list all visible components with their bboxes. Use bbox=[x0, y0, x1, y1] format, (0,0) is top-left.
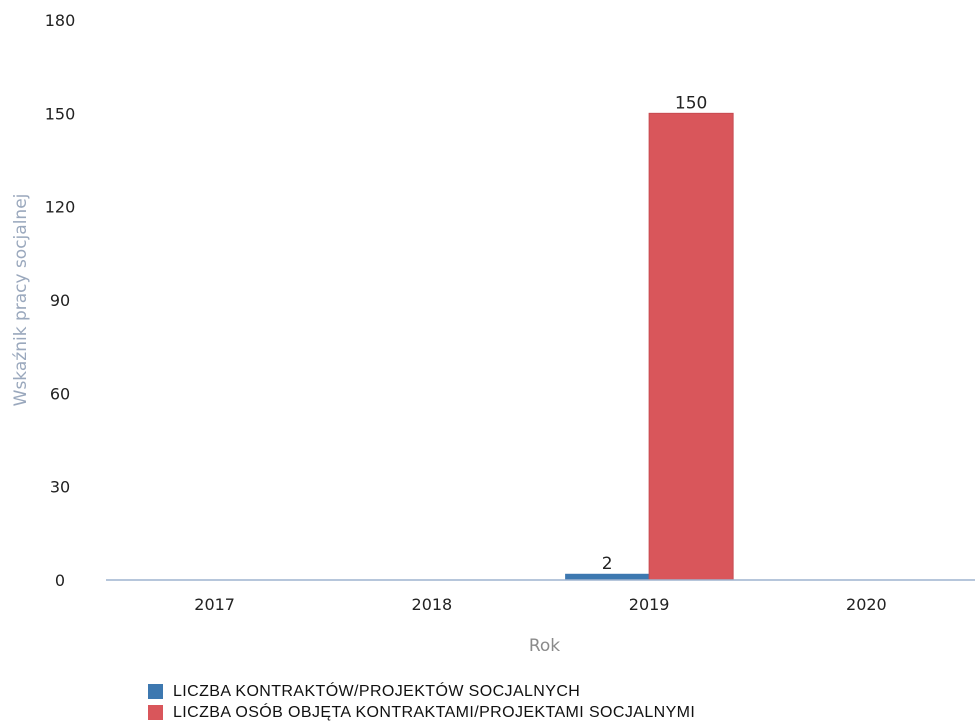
x-tick-label: 2020 bbox=[846, 595, 887, 614]
legend-item-persons: LICZBA OSÓB OBJĘTA KONTRAKTAMI/PROJEKTAM… bbox=[148, 702, 695, 723]
y-tick-label: 180 bbox=[45, 11, 76, 30]
y-axis-ticks: 0 30 60 90 120 150 180 bbox=[45, 11, 76, 590]
legend-swatch-contracts bbox=[148, 684, 163, 699]
y-tick-label: 30 bbox=[50, 478, 70, 497]
bar-chart: 0 30 60 90 120 150 180 2017 2018 2019 2020 2 150 W… bbox=[11, 11, 975, 656]
bar-persons-2019 bbox=[648, 112, 734, 581]
legend-swatch-persons bbox=[148, 705, 163, 720]
y-axis-title: Wskaźnik pracy socjalnej bbox=[11, 194, 31, 407]
x-axis-title: Rok bbox=[529, 636, 560, 656]
y-tick-label: 0 bbox=[55, 571, 65, 590]
legend-label-contracts: LICZBA KONTRAKTÓW/PROJEKTÓW SOCJALNYCH bbox=[173, 682, 581, 700]
y-tick-label: 120 bbox=[45, 198, 76, 217]
x-tick-label: 2017 bbox=[194, 595, 235, 614]
y-tick-label: 90 bbox=[50, 291, 70, 310]
x-tick-label: 2018 bbox=[412, 595, 453, 614]
bars bbox=[565, 112, 734, 581]
data-label-persons: 150 bbox=[675, 93, 707, 113]
x-tick-label: 2019 bbox=[629, 595, 670, 614]
legend-item-contracts: LICZBA KONTRAKTÓW/PROJEKTÓW SOCJALNYCH bbox=[148, 681, 695, 702]
y-tick-label: 150 bbox=[45, 104, 76, 123]
data-label-contracts: 2 bbox=[602, 554, 613, 574]
legend-label-persons: LICZBA OSÓB OBJĘTA KONTRAKTAMI/PROJEKTAM… bbox=[173, 703, 696, 721]
legend: LICZBA KONTRAKTÓW/PROJEKTÓW SOCJALNYCH L… bbox=[148, 681, 695, 723]
data-labels: 2 150 bbox=[602, 93, 708, 573]
bar-contracts-2019 bbox=[565, 573, 650, 580]
x-axis-ticks: 2017 2018 2019 2020 bbox=[194, 595, 886, 614]
y-tick-label: 60 bbox=[50, 384, 70, 403]
